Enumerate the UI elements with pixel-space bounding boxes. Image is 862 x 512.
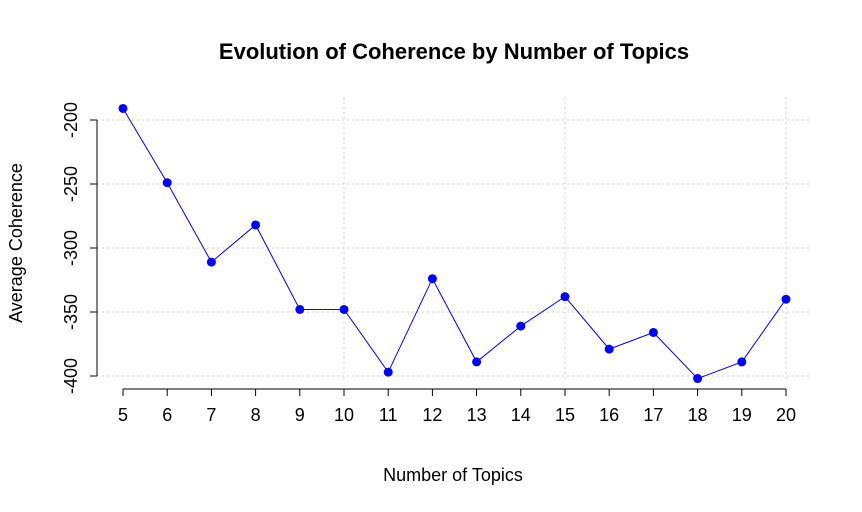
- y-tick-label-2: -300: [61, 230, 81, 266]
- y-tick-label-1: -250: [61, 166, 81, 202]
- y-tick-label-3: -350: [61, 294, 81, 330]
- data-point-19: [737, 357, 747, 367]
- x-tick-label-7: 12: [422, 405, 442, 425]
- x-tick-label-8: 13: [467, 405, 487, 425]
- x-tick-label-11: 16: [599, 405, 619, 425]
- series-line: [122, 108, 787, 380]
- data-point-10: [339, 304, 349, 314]
- x-tick-label-4: 9: [295, 405, 305, 425]
- x-tick-label-12: 17: [643, 405, 663, 425]
- x-tick-label-0: 5: [118, 405, 128, 425]
- data-point-5: [118, 103, 128, 113]
- y-axis-label: Average Coherence: [6, 163, 26, 323]
- x-tick-label-14: 19: [732, 405, 752, 425]
- series-layer: [118, 103, 791, 384]
- data-point-6: [162, 178, 172, 188]
- data-point-12: [427, 274, 437, 284]
- x-tick-label-3: 8: [251, 405, 261, 425]
- chart-title: Evolution of Coherence by Number of Topi…: [219, 39, 689, 64]
- data-point-7: [206, 257, 216, 267]
- data-point-16: [604, 344, 614, 354]
- x-tick-label-6: 11: [379, 405, 398, 425]
- y-tick-label-4: -400: [61, 358, 81, 394]
- x-axis-label: Number of Topics: [383, 465, 523, 485]
- x-tick-label-9: 14: [511, 405, 531, 425]
- data-point-13: [472, 357, 482, 367]
- data-point-18: [693, 374, 703, 384]
- data-point-9: [295, 304, 305, 314]
- data-point-20: [781, 294, 791, 304]
- y-tick-label-0: -200: [61, 102, 81, 138]
- x-tick-label-1: 6: [162, 405, 172, 425]
- x-tick-label-5: 10: [334, 405, 354, 425]
- x-tick-label-2: 7: [206, 405, 216, 425]
- data-point-17: [648, 327, 658, 337]
- x-tick-label-13: 18: [688, 405, 708, 425]
- data-point-14: [516, 321, 526, 331]
- x-tick-label-15: 20: [776, 405, 796, 425]
- axes-layer: 5 6 7 8 9 10 11 12 13 14 15 16 17 18 19 20 -200 -250 -300 -…: [61, 102, 796, 425]
- data-point-8: [251, 220, 261, 230]
- data-point-15: [560, 292, 570, 302]
- data-point-11: [383, 367, 393, 377]
- grid-layer: [97, 97, 812, 382]
- x-tick-label-10: 15: [555, 405, 575, 425]
